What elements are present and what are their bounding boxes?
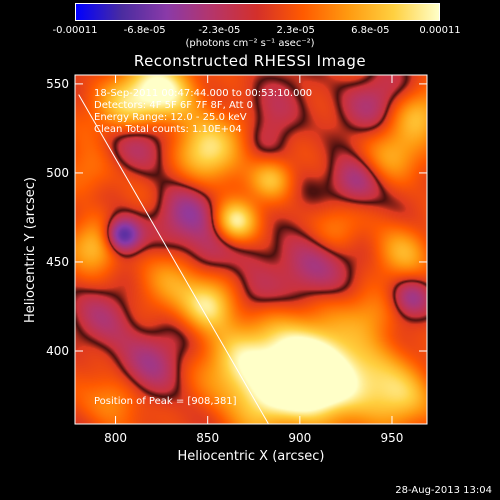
annotation-total-counts: Clean Total counts: 1.10E+04: [94, 124, 242, 135]
y-tick-label-450: 450: [46, 255, 69, 269]
x-tick-label-950: 950: [381, 431, 404, 445]
x-tick-label-800: 800: [104, 431, 127, 445]
peak-position-label: Position of Peak = [908,381]: [94, 396, 237, 407]
y-tick-label-550: 550: [46, 77, 69, 91]
x-tick-label-900: 900: [288, 431, 311, 445]
x-tick-label-850: 850: [196, 431, 219, 445]
annotation-time-range: 18-Sep-2011 00:47:44.000 to 00:53:10.000: [94, 88, 312, 99]
annotation-detectors: Detectors: 4F 5F 6F 7F 8F, Att 0: [94, 100, 253, 111]
timestamp: 28-Aug-2013 13:04: [395, 485, 492, 496]
y-axis-label: Heliocentric Y (arcsec): [23, 177, 38, 323]
y-tick-label-400: 400: [46, 344, 69, 358]
y-tick-label-500: 500: [46, 166, 69, 180]
x-axis-label: Heliocentric X (arcsec): [178, 449, 325, 464]
annotation-energy-range: Energy Range: 12.0 - 25.0 keV: [94, 112, 247, 123]
